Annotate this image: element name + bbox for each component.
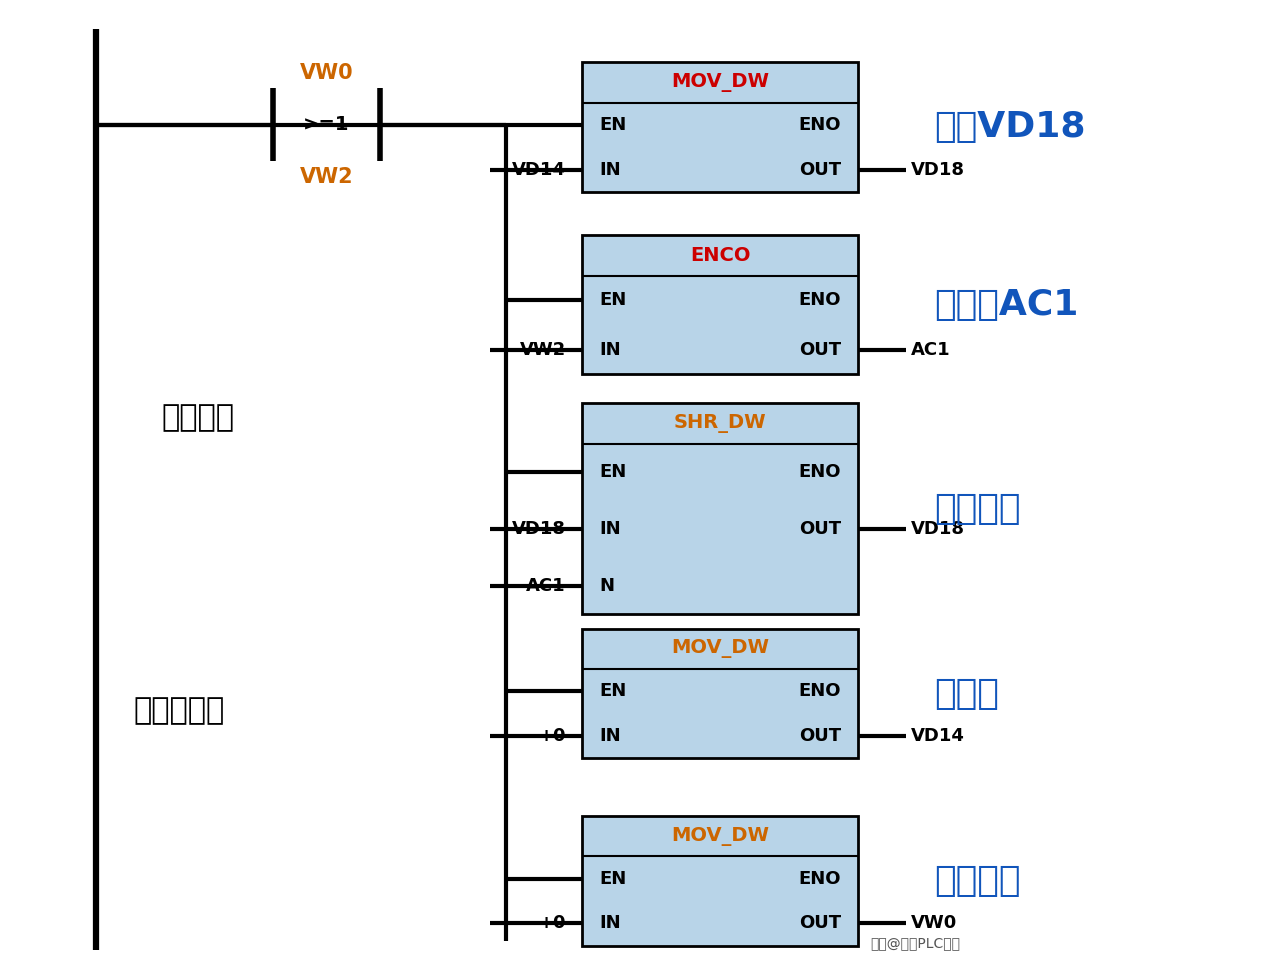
Text: 头条@技成PLC课堂: 头条@技成PLC课堂: [870, 936, 960, 949]
Text: 和送VD18: 和送VD18: [934, 110, 1085, 144]
Text: VW0: VW0: [300, 63, 353, 83]
Text: EN: EN: [599, 683, 626, 701]
Text: IN: IN: [599, 727, 621, 745]
Text: AC1: AC1: [911, 341, 951, 359]
Text: IN: IN: [599, 914, 621, 932]
Bar: [582, 62, 858, 192]
Text: 次数清零: 次数清零: [934, 864, 1021, 898]
Text: N: N: [599, 577, 614, 595]
Text: ENO: ENO: [799, 116, 841, 134]
Text: VD18: VD18: [512, 520, 566, 538]
Text: VD18: VD18: [911, 160, 965, 179]
Text: 和清零: 和清零: [934, 677, 1000, 710]
Text: EN: EN: [599, 116, 626, 134]
Text: VW0: VW0: [911, 914, 957, 932]
Text: ENO: ENO: [799, 683, 841, 701]
Text: OUT: OUT: [799, 341, 841, 359]
Text: EN: EN: [599, 870, 626, 888]
Text: VW2: VW2: [520, 341, 566, 359]
Text: AC1: AC1: [526, 577, 566, 595]
Text: MOV_DW: MOV_DW: [671, 827, 769, 846]
Text: OUT: OUT: [799, 727, 841, 745]
Bar: [582, 629, 858, 758]
Text: ENO: ENO: [799, 463, 841, 481]
Text: MOV_DW: MOV_DW: [671, 73, 769, 92]
Text: OUT: OUT: [799, 160, 841, 179]
Text: 重新初始化: 重新初始化: [133, 696, 225, 725]
Text: ENCO: ENCO: [690, 246, 750, 265]
Bar: [582, 403, 858, 614]
Text: VW2: VW2: [300, 167, 353, 186]
Bar: [582, 816, 858, 946]
Text: EN: EN: [599, 291, 626, 309]
Text: MOV_DW: MOV_DW: [671, 639, 769, 659]
Text: ENO: ENO: [799, 291, 841, 309]
Text: +0: +0: [539, 727, 566, 745]
Text: 求平均値: 求平均値: [161, 403, 236, 432]
Text: OUT: OUT: [799, 914, 841, 932]
Text: IN: IN: [599, 341, 621, 359]
Text: VD14: VD14: [512, 160, 566, 179]
Text: EN: EN: [599, 463, 626, 481]
Bar: [582, 235, 858, 374]
Text: IN: IN: [599, 520, 621, 538]
Text: >=1: >=1: [303, 115, 349, 134]
Text: +0: +0: [539, 914, 566, 932]
Text: ENO: ENO: [799, 870, 841, 888]
Text: VD18: VD18: [911, 520, 965, 538]
Text: OUT: OUT: [799, 520, 841, 538]
Text: SHR_DW: SHR_DW: [673, 414, 767, 433]
Text: IN: IN: [599, 160, 621, 179]
Text: VD14: VD14: [911, 727, 965, 745]
Text: 次数送AC1: 次数送AC1: [934, 288, 1079, 322]
Text: 求平均値: 求平均値: [934, 492, 1021, 526]
